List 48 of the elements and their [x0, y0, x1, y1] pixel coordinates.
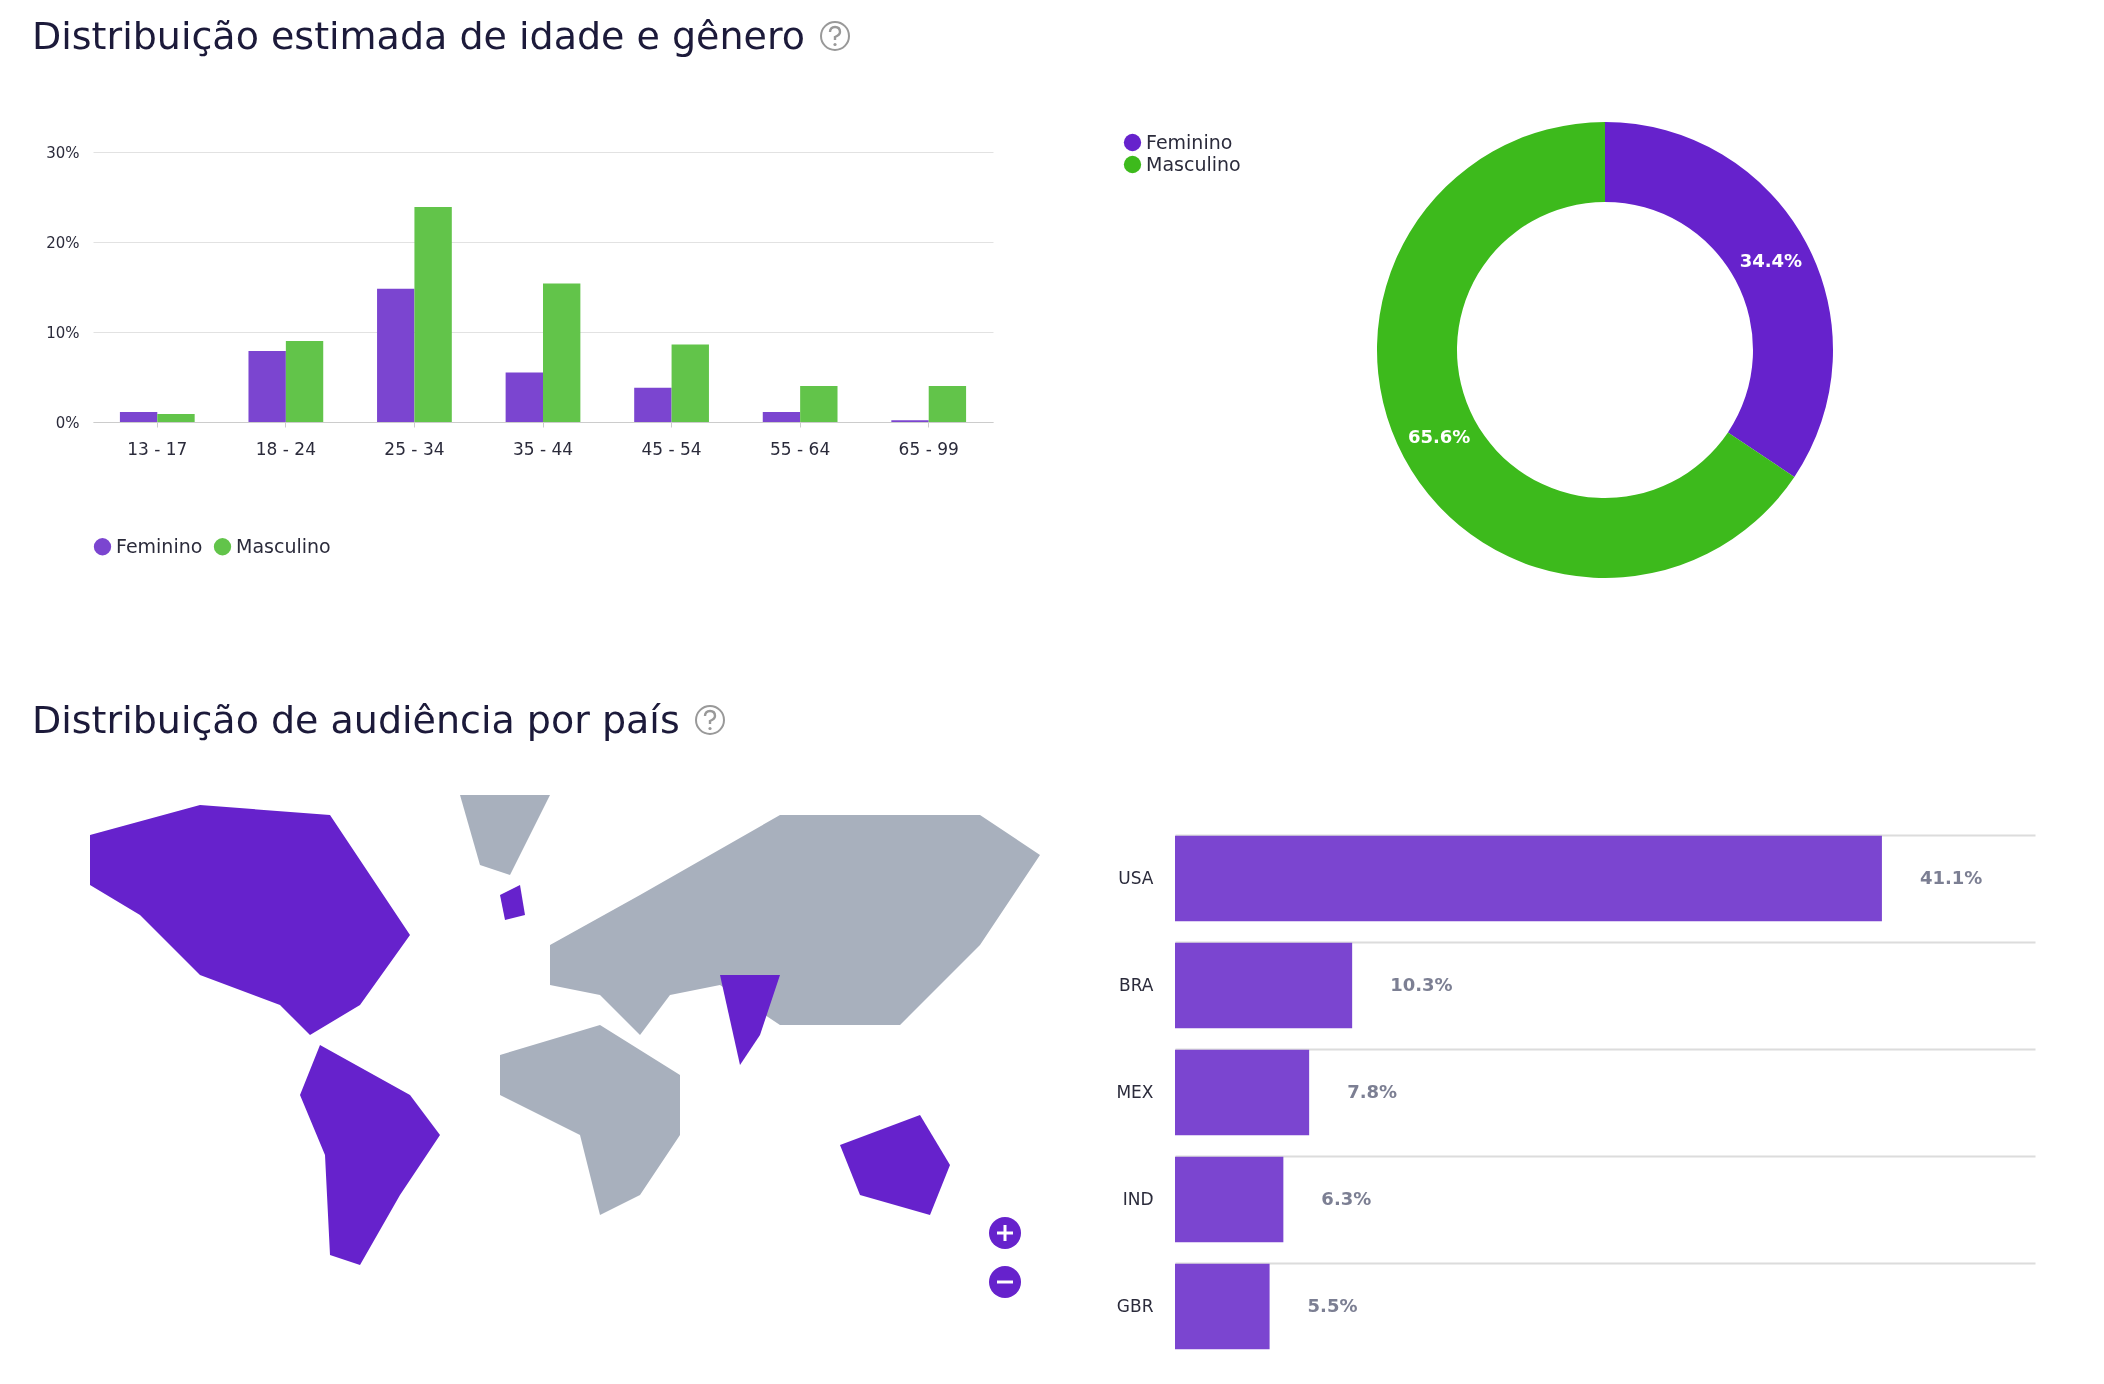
x-tick-label: 45 - 54	[641, 438, 702, 459]
chart-title: Distribuição estimada de idade e gênero	[32, 14, 805, 58]
data-label: 5.5%	[1307, 1294, 1358, 1316]
data-label: 34.4%	[1739, 249, 1803, 271]
bar	[377, 288, 415, 422]
bar	[762, 412, 801, 422]
legend-label: Masculino	[236, 534, 331, 557]
y-tick-label: MEX	[1116, 1081, 1154, 1102]
bar	[1175, 835, 1882, 922]
x-tick-label: 13 - 17	[127, 438, 188, 459]
bar	[543, 283, 581, 422]
y-tick-label: IND	[1122, 1188, 1154, 1209]
legend-label: Feminino	[1146, 130, 1233, 153]
data-label: 6.3%	[1321, 1187, 1372, 1209]
y-tick-label: 30%	[46, 143, 80, 162]
text: Distribuição de audiência por país	[32, 698, 680, 742]
bar	[928, 386, 967, 422]
bar	[285, 341, 324, 422]
y-tick-label: GBR	[1116, 1295, 1154, 1316]
y-tick-label: BRA	[1119, 974, 1154, 995]
x-tick-label: 55 - 64	[770, 438, 831, 459]
x-tick-label: 65 - 99	[898, 438, 959, 459]
x-tick-label: 18 - 24	[255, 438, 316, 459]
bar	[1175, 942, 1353, 1029]
bar	[248, 350, 286, 422]
y-tick-label: 10%	[46, 323, 80, 342]
bar	[119, 412, 158, 422]
legend-label: Masculino	[1146, 152, 1241, 175]
bar	[1175, 1049, 1310, 1136]
data-label: 7.8%	[1347, 1080, 1398, 1102]
bar	[634, 387, 672, 422]
bar	[671, 344, 709, 422]
donut-slice	[1605, 122, 1833, 477]
bar	[1175, 1156, 1284, 1243]
bar	[1175, 1263, 1270, 1350]
bar	[414, 206, 452, 422]
x-tick-label: 25 - 34	[384, 438, 445, 459]
bar	[157, 413, 195, 422]
bar	[800, 386, 838, 422]
data-label: 65.6%	[1407, 426, 1471, 448]
bar	[505, 372, 543, 422]
legend-label: Feminino	[116, 534, 203, 557]
y-tick-label: USA	[1118, 867, 1154, 888]
y-tick-label: 0%	[55, 413, 80, 432]
data-label: 41.1%	[1919, 866, 1983, 888]
x-tick-label: 35 - 44	[512, 438, 574, 459]
data-label: 10.3%	[1390, 973, 1453, 995]
y-tick-label: 20%	[46, 233, 80, 252]
